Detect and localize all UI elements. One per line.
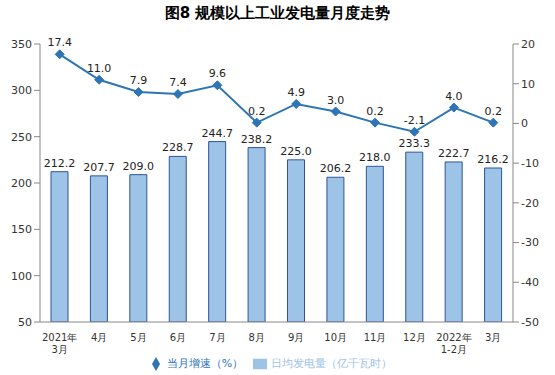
svg-text:4.0: 4.0: [445, 90, 463, 103]
svg-text:150: 150: [11, 223, 32, 236]
svg-text:11.0: 11.0: [87, 62, 112, 75]
svg-text:207.7: 207.7: [83, 161, 115, 174]
svg-text:100: 100: [11, 270, 32, 283]
svg-text:4月: 4月: [91, 332, 107, 343]
svg-text:206.2: 206.2: [320, 162, 352, 175]
svg-text:-2.1: -2.1: [404, 114, 425, 127]
svg-text:212.2: 212.2: [44, 157, 76, 170]
svg-text:244.7: 244.7: [201, 127, 233, 140]
svg-text:2021年3月: 2021年3月: [42, 332, 77, 355]
svg-text:7.4: 7.4: [169, 76, 187, 89]
svg-text:238.2: 238.2: [241, 133, 273, 146]
svg-text:5月: 5月: [130, 332, 146, 343]
svg-text:50: 50: [18, 316, 32, 329]
svg-text:9月: 9月: [288, 332, 304, 343]
svg-text:300: 300: [11, 84, 32, 97]
html-text:图8 规模以上工业发电量月度走势: 图8 规模以上工业发电量月度走势: [164, 4, 391, 22]
svg-text:222.7: 222.7: [438, 147, 470, 160]
svg-text:3月: 3月: [485, 332, 501, 343]
svg-text:4.9: 4.9: [287, 86, 305, 99]
svg-text:233.3: 233.3: [399, 137, 431, 150]
svg-text:0: 0: [521, 117, 528, 130]
svg-text:10: 10: [521, 78, 535, 91]
svg-text:350: 350: [11, 38, 32, 51]
svg-text:7月: 7月: [209, 332, 225, 343]
svg-text:-10: -10: [521, 157, 539, 170]
svg-text:250: 250: [11, 131, 32, 144]
svg-text:225.0: 225.0: [280, 145, 312, 158]
svg-text:0.2: 0.2: [366, 105, 384, 118]
svg-text:17.4: 17.4: [47, 36, 72, 49]
svg-text:8月: 8月: [249, 332, 265, 343]
svg-text:0.2: 0.2: [485, 105, 503, 118]
svg-text:200: 200: [11, 177, 32, 190]
svg-text:-30: -30: [521, 236, 539, 249]
svg-text:-40: -40: [521, 276, 539, 289]
svg-text:2022年1-2月: 2022年1-2月: [436, 332, 471, 355]
svg-text:10月: 10月: [324, 332, 347, 343]
svg-text:228.7: 228.7: [162, 141, 194, 154]
svg-text:218.0: 218.0: [359, 151, 391, 164]
svg-text:12月: 12月: [403, 332, 426, 343]
svg-text:0.2: 0.2: [248, 105, 266, 118]
svg-text:11月: 11月: [364, 332, 387, 343]
svg-text:20: 20: [521, 38, 535, 51]
svg-text:-50: -50: [521, 316, 539, 329]
svg-text:6月: 6月: [170, 332, 186, 343]
html-text:当月增速（%）: 当月增速（%）: [166, 357, 244, 370]
svg-text:-20: -20: [521, 197, 539, 210]
svg-text:209.0: 209.0: [123, 160, 155, 173]
svg-text:3.0: 3.0: [327, 94, 345, 107]
svg-text:9.6: 9.6: [209, 67, 227, 80]
svg-text:216.2: 216.2: [477, 153, 509, 166]
svg-text:7.9: 7.9: [130, 74, 148, 87]
html-text:日均发电量（亿千瓦时）: 日均发电量（亿千瓦时）: [271, 357, 393, 370]
